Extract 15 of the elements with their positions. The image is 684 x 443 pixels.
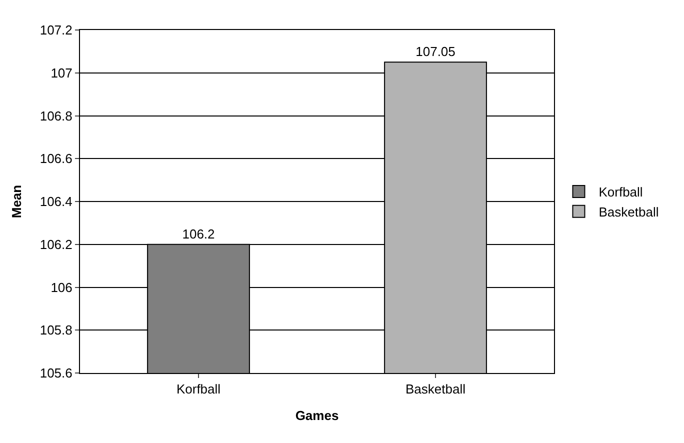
y-tick-label: 107.2: [40, 22, 72, 38]
legend-label: Basketball: [598, 204, 659, 220]
x-axis-title: Games: [295, 408, 339, 424]
y-tick-label: 106.8: [40, 108, 72, 124]
data-label: 107.05: [416, 44, 456, 60]
data-label: 106.2: [182, 226, 215, 242]
y-tick-label: 105.8: [40, 322, 72, 338]
y-tick-label: 106.6: [40, 151, 72, 166]
y-tick-label: 106.2: [40, 236, 72, 252]
y-tick-label: 107: [50, 65, 72, 80]
y-tick-label: 106: [50, 280, 72, 295]
y-axis-title: Mean: [8, 184, 24, 218]
legend-label: Korfball: [598, 184, 643, 200]
y-tick-label: 105.6: [40, 366, 72, 381]
y-tick-label: 106.4: [40, 194, 72, 210]
